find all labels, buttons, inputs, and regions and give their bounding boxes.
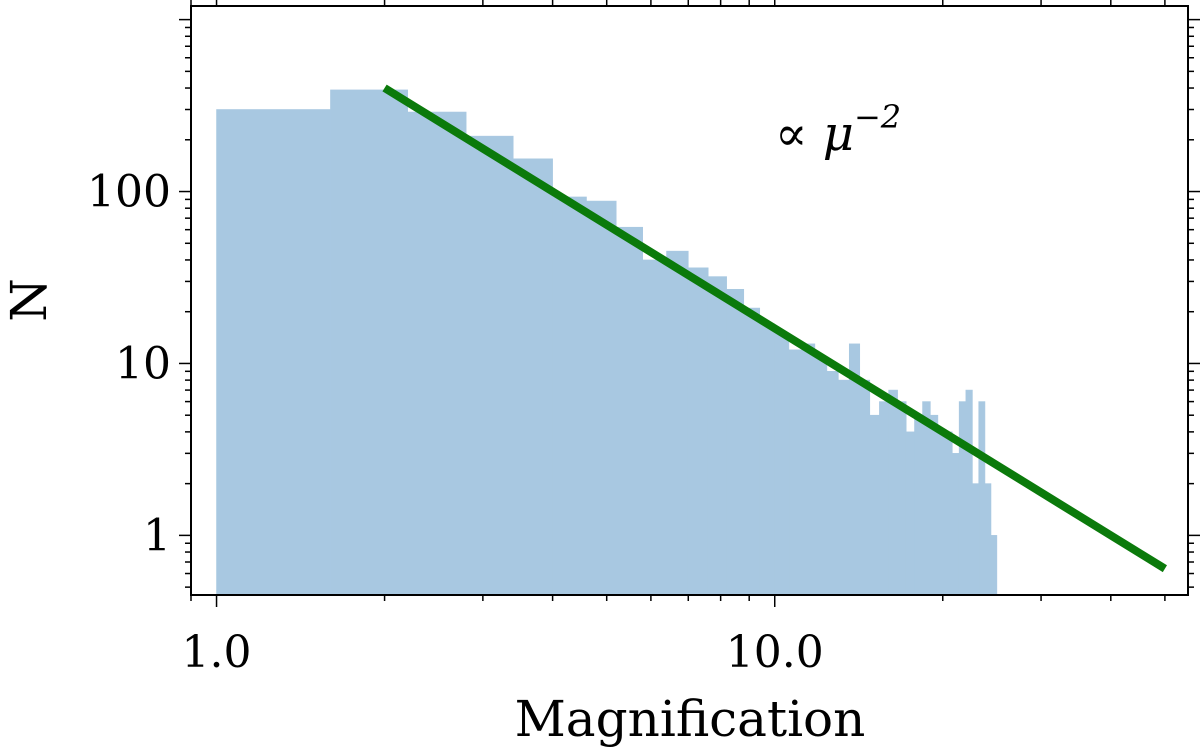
- histogram-bar: [707, 276, 727, 596]
- histogram-bars: [216, 89, 998, 596]
- histogram-bar: [826, 371, 839, 596]
- histogram-bar: [965, 389, 973, 596]
- histogram-bar: [937, 431, 946, 596]
- histogram-bar: [586, 200, 617, 596]
- histogram-bar: [958, 401, 967, 596]
- fit-line-group: [382, 84, 1167, 573]
- y-axis-label: N: [0, 278, 58, 322]
- power-law-annotation: ∝ μ−2: [775, 98, 901, 162]
- y-tick-label: 1: [143, 510, 171, 561]
- histogram-bar: [726, 288, 745, 596]
- histogram-bar: [801, 343, 816, 596]
- histogram-bar: [774, 332, 790, 596]
- histogram-bar: [330, 89, 408, 596]
- histogram-bar: [666, 250, 689, 596]
- histogram-bar: [978, 401, 986, 596]
- x-tick-label: 10.0: [726, 627, 824, 678]
- histogram-bar: [407, 111, 467, 596]
- histogram-bar: [216, 109, 331, 596]
- histogram-bar: [743, 307, 761, 596]
- histogram-bar: [879, 401, 889, 596]
- histogram-bar: [930, 414, 939, 596]
- y-axis-ticks: 1 10 100: [87, 18, 1200, 588]
- histogram-bar: [615, 226, 643, 596]
- histogram-bar: [859, 379, 871, 596]
- histogram-bar: [972, 483, 980, 596]
- histogram-bar: [990, 535, 998, 596]
- histogram-bar: [944, 431, 953, 596]
- histogram-bar: [905, 431, 915, 596]
- histogram-bar: [838, 379, 850, 596]
- histogram-bar: [869, 414, 880, 596]
- histogram-bar: [465, 135, 514, 596]
- histogram-bar: [922, 401, 931, 596]
- annotation-symbol: μ: [823, 106, 854, 162]
- histogram-bar: [897, 401, 907, 596]
- histogram-bar: [512, 158, 553, 596]
- x-tick-label: 1.0: [182, 627, 252, 678]
- y-tick-label: 10: [115, 338, 171, 389]
- x-axis-ticks: 1.0 10.0: [182, 0, 1166, 678]
- histogram-bar: [788, 349, 803, 596]
- histogram-bar: [814, 356, 828, 596]
- histogram-bar: [984, 483, 992, 596]
- histogram-bar: [642, 259, 667, 596]
- histogram-bar: [914, 414, 923, 596]
- fit-line: [382, 84, 1167, 573]
- histogram-bar: [687, 267, 709, 596]
- histogram-bar: [951, 453, 960, 596]
- histogram-bar: [552, 196, 587, 596]
- y-tick-label: 100: [87, 167, 171, 218]
- histogram-bar: [759, 323, 776, 596]
- histogram-bar: [888, 389, 898, 596]
- plot-frame: [190, 5, 1189, 596]
- annotation-exponent: −2: [854, 98, 901, 136]
- x-axis-label: Magnification: [515, 690, 866, 748]
- annotation-prefix: ∝: [775, 106, 823, 162]
